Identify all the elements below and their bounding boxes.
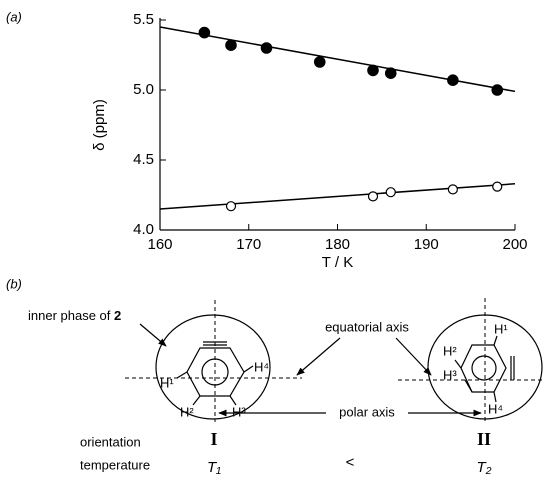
fit-line <box>159 26 516 93</box>
polar-axis-label: polar axis <box>339 404 395 419</box>
ring-inner <box>471 355 497 381</box>
atom-label: H¹ <box>160 375 174 390</box>
point <box>198 26 211 39</box>
diagram: H¹ H⁴ H² H³ H¹ H² H³ H⁴ inner phase of 2… <box>28 298 545 476</box>
temperature-label: T₂ <box>477 459 492 476</box>
bond <box>176 371 188 379</box>
point <box>447 74 459 86</box>
ring-inner <box>201 358 229 386</box>
arrow <box>296 337 341 376</box>
point <box>225 201 237 212</box>
point <box>447 184 458 195</box>
row-label: temperature <box>80 457 150 472</box>
atom-label: H² <box>180 404 194 419</box>
atom-label: H³ <box>232 404 246 419</box>
panel-label: (a) <box>6 9 22 24</box>
x-tick-label: 160 <box>147 236 172 253</box>
equatorial-axis-label: equatorial axis <box>325 319 409 334</box>
chart: 4.0 4.5 5.0 5.5 160 170 180 190 200 T / K δ (ppm) <box>91 11 528 271</box>
point <box>313 56 326 68</box>
point <box>225 39 237 51</box>
row-label: orientation <box>80 434 141 449</box>
x-axis-label: T / K <box>322 254 353 271</box>
y-axis-label: δ (ppm) <box>91 99 108 151</box>
bond <box>454 359 462 369</box>
x-tick-label: 170 <box>236 236 261 253</box>
x-tick-label: 200 <box>502 236 527 253</box>
panel-label: (b) <box>6 276 22 291</box>
point <box>367 191 379 202</box>
bond <box>493 335 498 346</box>
point <box>260 42 273 54</box>
atom-label: H² <box>443 343 457 358</box>
bond <box>192 395 201 406</box>
y-tick-label: 5.5 <box>133 11 154 28</box>
fit-line <box>159 183 516 210</box>
point <box>491 84 504 96</box>
point <box>367 64 379 77</box>
compound-number: 2 <box>114 308 121 323</box>
left-phase <box>155 314 271 420</box>
bond <box>243 365 254 373</box>
y-tick-label: 5.0 <box>133 81 154 98</box>
arrow <box>139 323 167 347</box>
bond <box>464 379 473 393</box>
inner-phase-label: inner phase of 2 <box>28 308 121 323</box>
x-tick-label: 180 <box>325 236 350 253</box>
atom-label: H⁴ <box>254 359 269 374</box>
orientation-label: II <box>477 429 491 449</box>
point <box>385 187 396 198</box>
bond <box>493 391 497 403</box>
atom-label: H¹ <box>494 321 508 336</box>
bond <box>229 395 237 406</box>
y-tick-label: 4.5 <box>133 151 154 168</box>
inner-phase-text: inner phase of <box>28 308 111 323</box>
arrow <box>395 337 432 376</box>
temperature-label: T₁ <box>207 459 221 476</box>
x-tick-label: 190 <box>414 236 439 253</box>
relation: < <box>346 454 355 471</box>
point <box>492 181 503 192</box>
atom-label: H⁴ <box>488 401 503 416</box>
point <box>384 67 397 79</box>
y-tick-label: 4.0 <box>133 221 154 238</box>
orientation-label: I <box>210 429 217 449</box>
atom-label: H³ <box>443 367 457 382</box>
